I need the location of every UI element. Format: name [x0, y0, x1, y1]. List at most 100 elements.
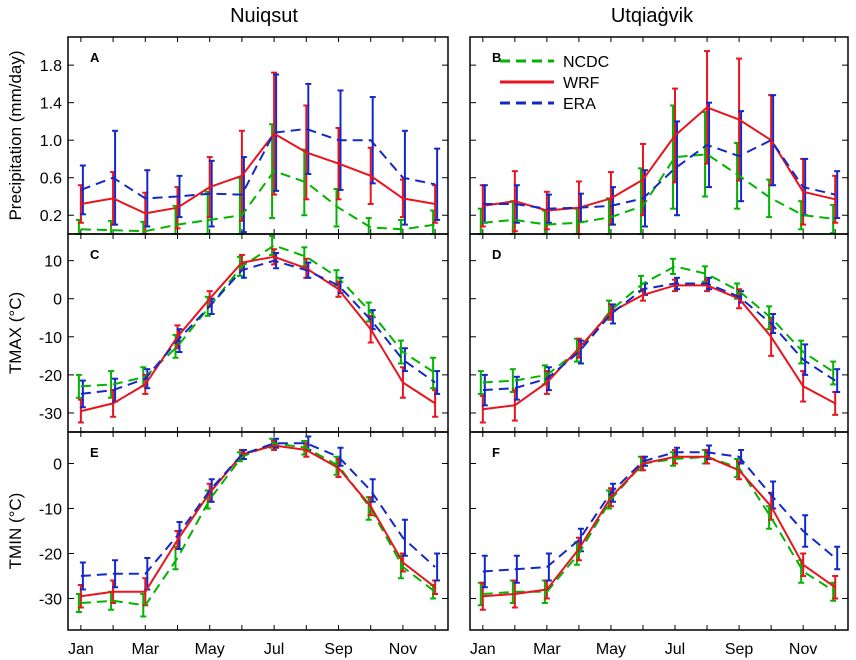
error-bar-ncdc: [830, 360, 837, 386]
error-bar-era: [240, 156, 247, 234]
y-axis-label: TMAX (°C): [6, 292, 25, 374]
panel-frame: [67, 431, 449, 631]
error-bar-era: [674, 120, 681, 217]
legend-label-wrf: WRF: [563, 75, 600, 92]
y-tick-label: 0.6: [40, 171, 62, 188]
error-bar-ncdc: [477, 370, 484, 395]
series-line-era: [80, 259, 436, 395]
error-bar-era: [834, 170, 841, 220]
error-bar-era: [401, 347, 408, 373]
error-bar-era: [369, 96, 376, 185]
y-tick-label: -10: [39, 330, 62, 347]
y-tick-label: 10: [44, 254, 62, 271]
error-bar-era: [144, 169, 151, 228]
legend-label-era: ERA: [563, 96, 596, 113]
panel-label: C: [90, 247, 100, 262]
x-tick-label: Jul: [665, 641, 685, 658]
panel-b: B NCDC WRF ERA: [469, 36, 849, 235]
series-line-wrf: [80, 444, 436, 598]
error-bar-ncdc: [397, 339, 404, 365]
series-line-wrf: [482, 106, 836, 212]
error-bar-era: [770, 94, 777, 187]
column-title-left: Nuiqsut: [230, 5, 298, 27]
series-line-wrf: [482, 284, 836, 411]
series-line-wrf: [482, 455, 836, 598]
panel-label: B: [492, 50, 501, 65]
y-tick-label: 1.4: [40, 96, 62, 113]
series-line-era: [80, 442, 436, 577]
panel-frame: [469, 431, 849, 631]
error-bar-era: [802, 343, 809, 376]
y-tick-label: -30: [39, 406, 62, 423]
y-tick-label: 0: [53, 457, 62, 474]
y-tick-label: 1.8: [40, 58, 62, 75]
series-line-ncdc: [80, 170, 436, 233]
error-bar-era: [434, 147, 441, 221]
error-bar-era: [369, 478, 376, 503]
error-bar-ncdc: [75, 373, 82, 399]
series-line-era: [482, 451, 836, 573]
error-bar-era: [434, 552, 441, 582]
y-tick-label: 1.0: [40, 133, 62, 150]
error-bar-era: [609, 303, 616, 325]
error-bar-era: [208, 159, 215, 228]
error-bar-era: [770, 312, 777, 334]
legend: NCDC WRF ERA: [500, 54, 609, 113]
legend-label-ncdc: NCDC: [563, 54, 609, 71]
series-line-ncdc: [482, 455, 836, 595]
error-bar-era: [738, 449, 745, 465]
error-bar-era: [545, 552, 552, 582]
series-line-era: [482, 139, 836, 210]
y-tick-label: 0.2: [40, 208, 62, 225]
x-tick-label: Sep: [725, 641, 754, 658]
series-line-era: [80, 127, 436, 200]
x-tick-label: May: [195, 641, 225, 658]
panel-label: A: [90, 50, 100, 65]
column-title-right: Utqiaġvik: [611, 5, 694, 27]
error-bar-era: [337, 446, 344, 467]
error-bar-era: [144, 368, 151, 390]
error-bar-era: [401, 518, 408, 557]
panel-frame: [469, 233, 849, 433]
panel-frame: [67, 233, 449, 433]
error-bar-era: [112, 129, 119, 226]
panel-c: -30 -20 -10 0 10 C TMAX (°C): [6, 233, 449, 433]
error-bar-era: [641, 169, 648, 228]
x-tick-label: Mar: [533, 641, 561, 658]
error-bar-era: [802, 514, 809, 548]
x-tick-label: Jul: [264, 641, 284, 658]
error-bar-era: [545, 366, 552, 392]
panel-f: Jan Mar May Jul Sep Nov F: [469, 431, 849, 658]
panel-a: 0.2 0.6 1.0 1.4 1.8 A Precipitation (mm/day): [6, 36, 449, 235]
series-line-ncdc: [482, 153, 836, 226]
panel-e: -30 -20 -10 0 Jan Mar May Jul Sep Nov E TMIN (°C): [6, 431, 449, 658]
x-tick-label: Jan: [470, 641, 496, 658]
x-tick-label: Nov: [389, 641, 417, 658]
series-line-ncdc: [482, 265, 836, 384]
error-bar-ncdc: [798, 339, 805, 365]
panel-d: D: [469, 233, 849, 433]
y-tick-label: -10: [39, 502, 62, 519]
series-line-ncdc: [80, 244, 436, 388]
error-bar-ncdc: [172, 545, 179, 571]
error-bar-ncdc: [430, 356, 437, 390]
x-tick-label: Nov: [789, 641, 817, 658]
error-bar-wrf: [832, 391, 839, 416]
y-tick-label: -20: [39, 547, 62, 564]
x-tick-label: Sep: [324, 641, 353, 658]
panel-label: F: [492, 445, 500, 460]
error-bar-era: [176, 174, 183, 219]
error-bar-era: [834, 368, 841, 394]
panel-label: D: [492, 247, 501, 262]
x-tick-label: Jan: [68, 641, 94, 658]
y-tick-label: -30: [39, 592, 62, 609]
y-tick-label: -20: [39, 368, 62, 385]
error-bar-era: [609, 482, 616, 503]
y-axis-label: Precipitation (mm/day): [6, 50, 25, 220]
series-line-wrf: [80, 255, 436, 413]
error-bar-era: [434, 370, 441, 395]
error-bar-era: [834, 545, 841, 571]
y-axis-label: TMIN (°C): [6, 493, 25, 570]
x-tick-label: May: [596, 641, 626, 658]
